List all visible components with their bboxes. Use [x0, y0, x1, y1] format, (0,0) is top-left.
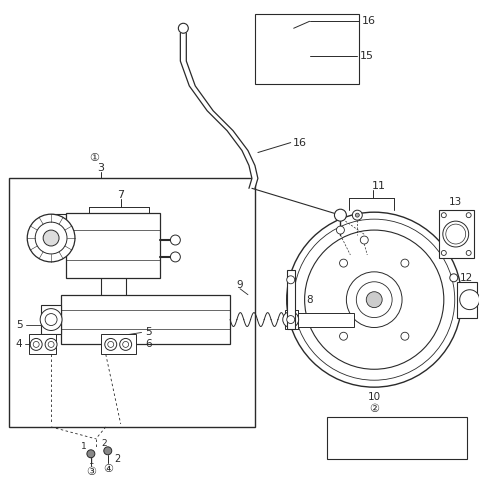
- Circle shape: [48, 341, 54, 347]
- Circle shape: [339, 332, 348, 340]
- Circle shape: [466, 213, 471, 218]
- Polygon shape: [41, 305, 61, 335]
- Polygon shape: [61, 295, 230, 344]
- Circle shape: [441, 250, 446, 255]
- Circle shape: [104, 447, 112, 455]
- Circle shape: [355, 213, 360, 217]
- Circle shape: [336, 226, 344, 234]
- Text: 1: 1: [88, 457, 94, 466]
- Circle shape: [120, 338, 132, 350]
- Text: 2: 2: [101, 439, 107, 449]
- Circle shape: [43, 230, 59, 246]
- Circle shape: [450, 274, 458, 282]
- Circle shape: [30, 338, 42, 350]
- Text: 1: 1: [81, 442, 87, 451]
- Bar: [327, 417, 467, 459]
- Circle shape: [287, 212, 462, 387]
- Circle shape: [401, 332, 409, 340]
- Circle shape: [87, 450, 95, 458]
- Circle shape: [170, 235, 180, 245]
- Circle shape: [294, 219, 455, 380]
- Circle shape: [45, 314, 57, 325]
- Circle shape: [339, 259, 348, 267]
- Text: THE NO.14 : ①~④: THE NO.14 : ①~④: [332, 433, 425, 443]
- Circle shape: [108, 341, 114, 347]
- Text: 5: 5: [145, 327, 152, 337]
- Circle shape: [179, 23, 188, 33]
- Text: ②: ②: [369, 404, 379, 414]
- Bar: [9, 178, 255, 427]
- Text: 16: 16: [362, 16, 376, 26]
- Polygon shape: [66, 213, 160, 278]
- Bar: [255, 14, 360, 84]
- Circle shape: [401, 259, 409, 267]
- Text: NOTE: NOTE: [332, 421, 359, 431]
- Circle shape: [287, 276, 295, 284]
- Circle shape: [45, 338, 57, 350]
- Text: 13: 13: [449, 197, 462, 207]
- Text: 5: 5: [16, 319, 23, 330]
- Bar: [439, 210, 474, 258]
- Text: 16: 16: [293, 138, 307, 148]
- Text: 4: 4: [15, 339, 22, 349]
- Text: ①: ①: [89, 152, 99, 163]
- Text: 10: 10: [368, 392, 381, 402]
- Text: 7: 7: [117, 190, 124, 200]
- Circle shape: [335, 209, 347, 221]
- Polygon shape: [285, 310, 298, 330]
- Circle shape: [287, 316, 295, 323]
- Text: 8: 8: [306, 295, 313, 305]
- Circle shape: [283, 312, 299, 328]
- Polygon shape: [101, 335, 136, 355]
- Circle shape: [352, 210, 362, 220]
- Circle shape: [441, 213, 446, 218]
- Text: 2: 2: [115, 454, 121, 464]
- Circle shape: [347, 272, 402, 328]
- Circle shape: [443, 221, 468, 247]
- Circle shape: [356, 282, 392, 318]
- Text: 11: 11: [372, 181, 386, 191]
- Text: 3: 3: [97, 164, 104, 173]
- Polygon shape: [457, 282, 477, 318]
- Circle shape: [466, 250, 471, 255]
- Circle shape: [170, 252, 180, 262]
- Polygon shape: [180, 33, 258, 188]
- Circle shape: [446, 224, 466, 244]
- Text: 15: 15: [360, 51, 374, 61]
- Circle shape: [27, 214, 75, 262]
- Polygon shape: [287, 270, 295, 330]
- Circle shape: [366, 292, 382, 308]
- Circle shape: [360, 236, 368, 244]
- Polygon shape: [285, 313, 354, 326]
- Circle shape: [460, 290, 480, 310]
- Text: 6: 6: [145, 339, 152, 349]
- Circle shape: [33, 341, 39, 347]
- Circle shape: [305, 230, 444, 369]
- Text: 9: 9: [237, 280, 243, 290]
- Circle shape: [35, 222, 67, 254]
- Text: ④: ④: [103, 464, 113, 474]
- Circle shape: [40, 309, 62, 331]
- Circle shape: [123, 341, 129, 347]
- Circle shape: [105, 338, 117, 350]
- Polygon shape: [29, 335, 56, 355]
- Text: ③: ③: [86, 467, 96, 477]
- Polygon shape: [36, 214, 66, 225]
- Text: 12: 12: [460, 273, 473, 283]
